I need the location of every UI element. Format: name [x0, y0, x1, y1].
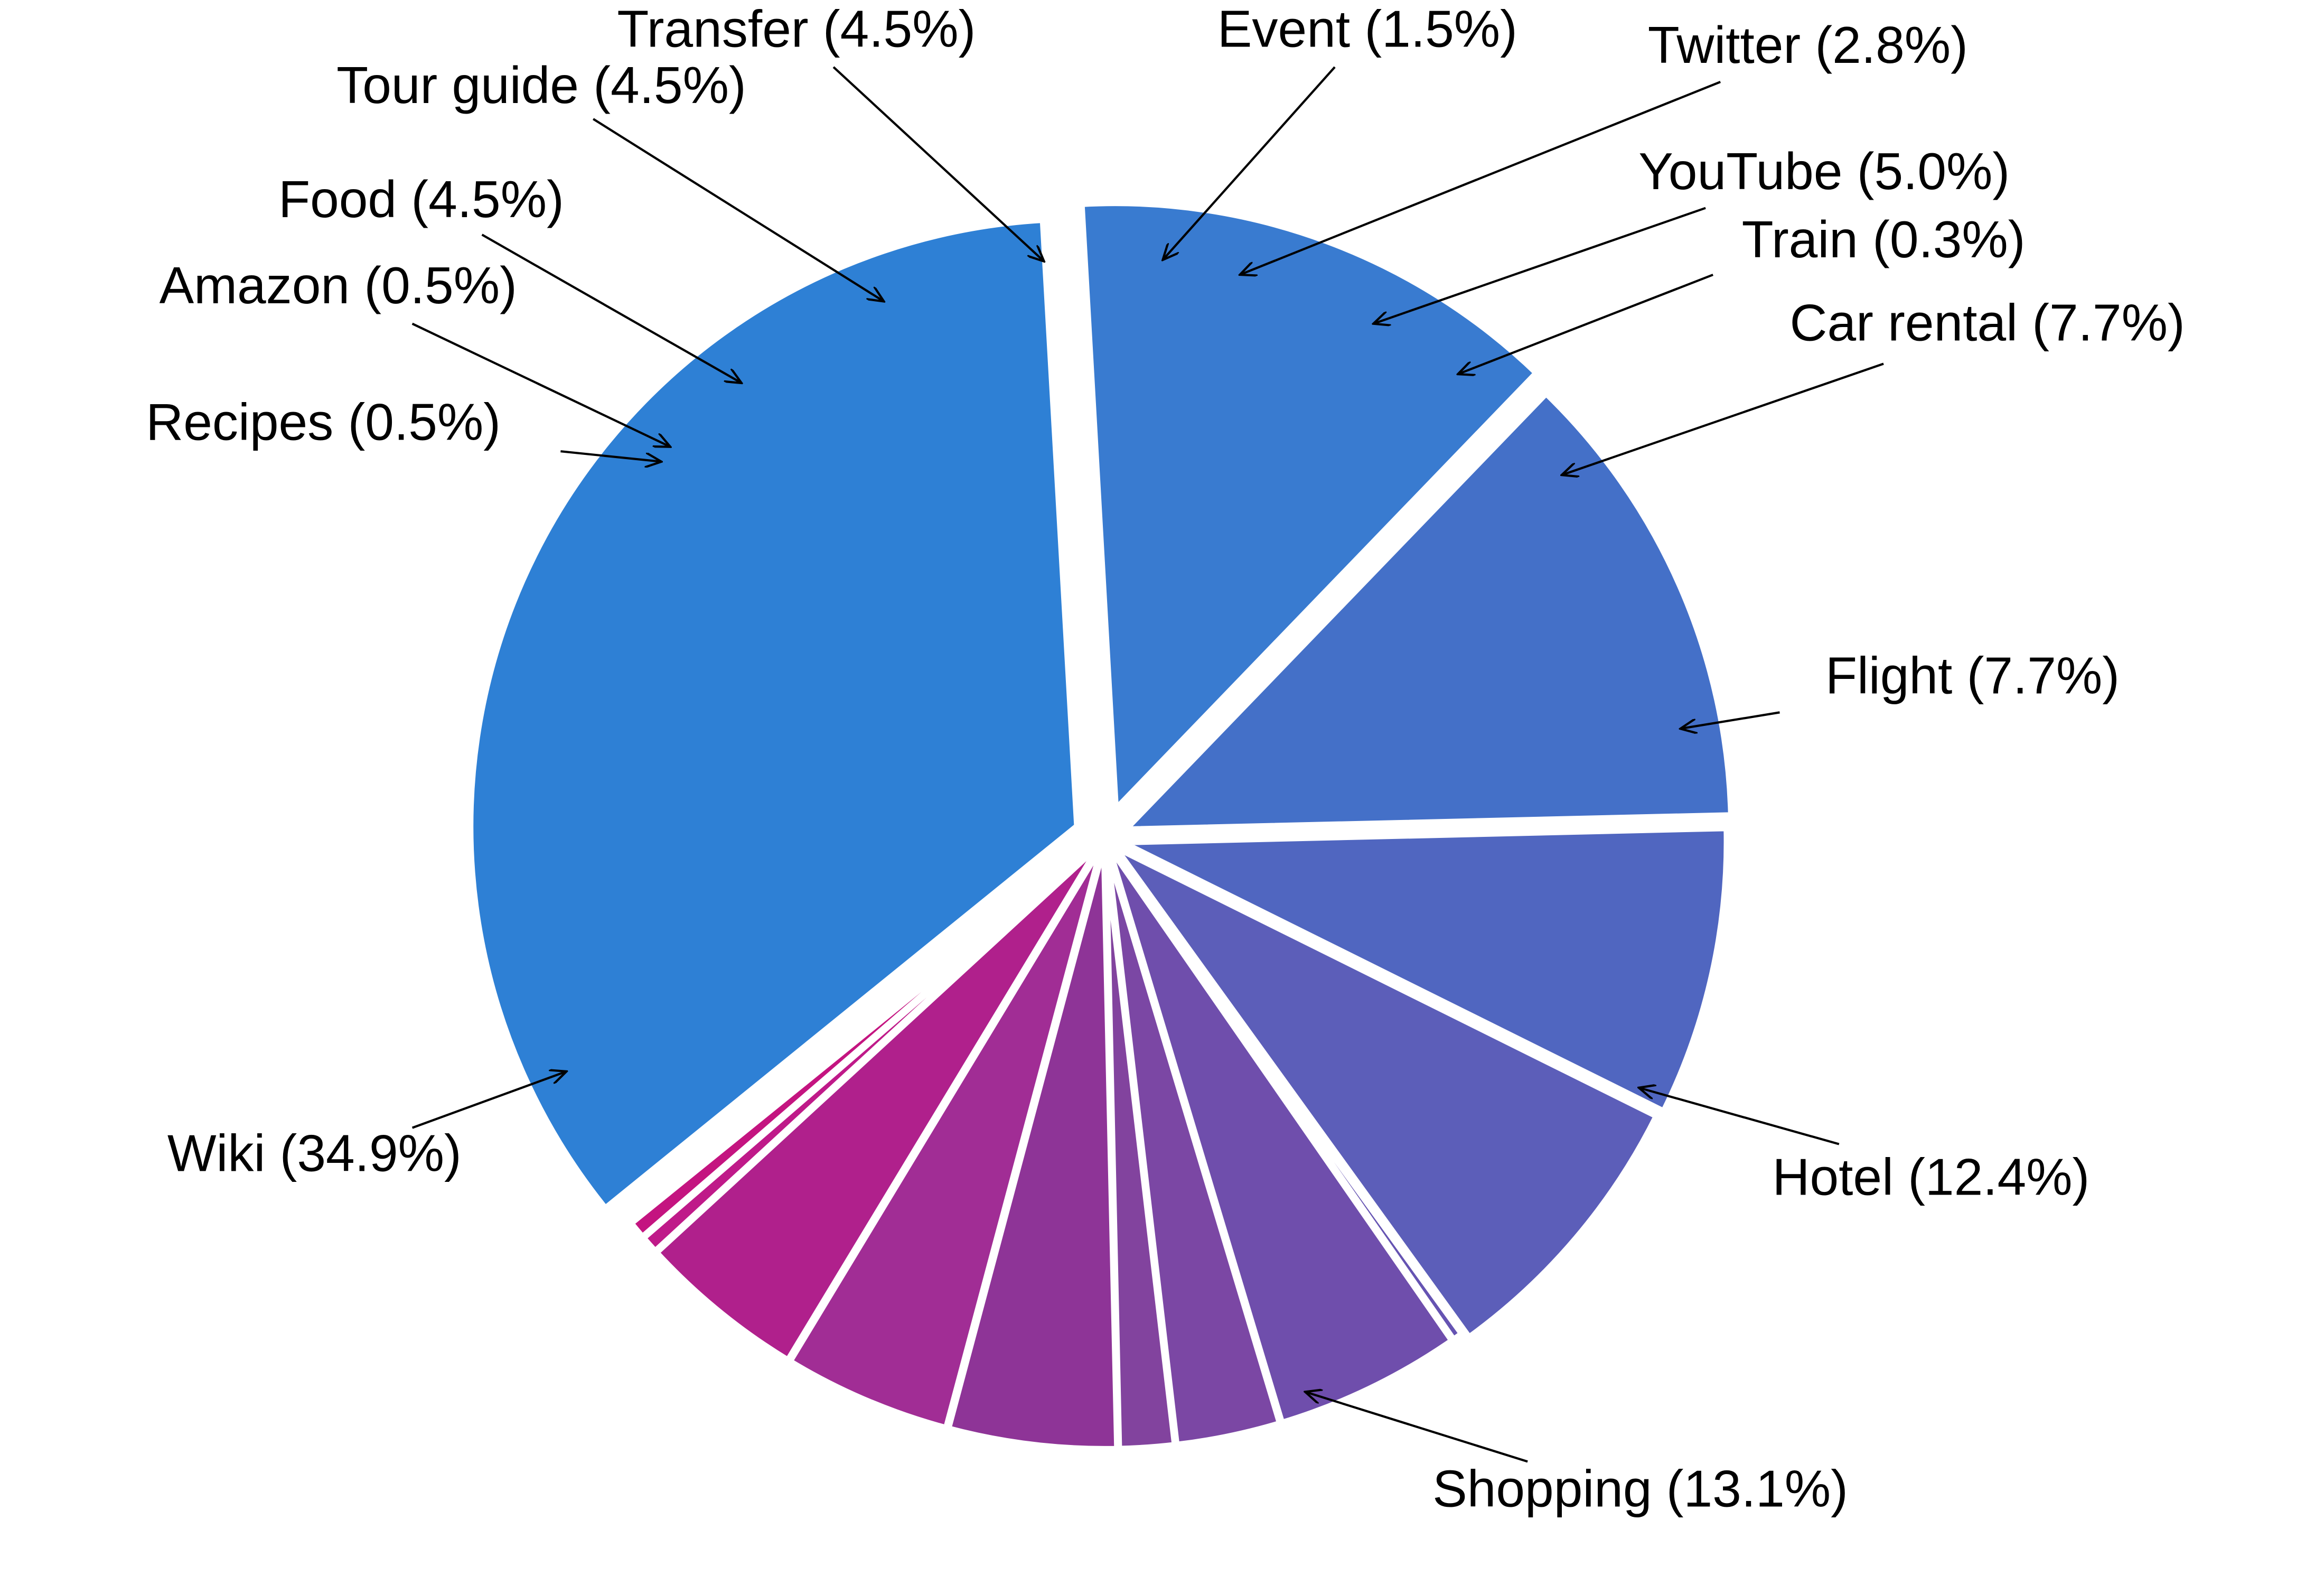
leader-line — [411, 1071, 567, 1129]
leader-line — [1680, 711, 1780, 729]
slice-label: Hotel (12.4%) — [1773, 1148, 2090, 1206]
leader-lines — [411, 66, 1884, 1463]
slice-label: Flight (7.7%) — [1825, 647, 2120, 705]
leader-line — [832, 66, 1044, 262]
slice-label: Event (1.5%) — [1217, 0, 1517, 58]
leader-line — [1305, 1392, 1528, 1463]
slice-label: Food (4.5%) — [278, 170, 564, 228]
pie-slice-hotel — [1120, 388, 1736, 834]
slice-label: Twitter (2.8%) — [1648, 16, 1968, 74]
pie-slice-youtube — [1102, 837, 1457, 1428]
leader-line — [411, 322, 671, 447]
pie-slices — [466, 199, 1736, 1453]
leader-line — [593, 118, 884, 301]
pie-slice-wiki — [466, 215, 1082, 1213]
leader-line — [481, 234, 742, 383]
leader-line — [1562, 362, 1884, 476]
slice-label: Tour guide (4.5%) — [336, 56, 746, 114]
pie-slice-tour-guide — [785, 837, 1108, 1433]
slice-label: Amazon (0.5%) — [160, 256, 517, 314]
leader-line — [1458, 274, 1713, 374]
slice-labels: Wiki (34.9%) Shopping (13.1%) Hotel (12.4%… — [146, 0, 2185, 1517]
pie-slice-food — [651, 837, 1107, 1365]
leader-line — [1240, 81, 1721, 275]
slice-label: Recipes (0.5%) — [146, 393, 501, 451]
slice-label: Car rental (7.7%) — [1790, 293, 2185, 351]
leader-line — [560, 450, 661, 462]
pie-slice-flight — [1116, 824, 1731, 1116]
leader-line — [1373, 207, 1706, 324]
leader-line — [1163, 66, 1336, 260]
slice-label: Train (0.3%) — [1742, 210, 2026, 268]
slice-label: Shopping (13.1%) — [1432, 1459, 1848, 1517]
pie-slice-transfer — [943, 837, 1122, 1453]
leader-line — [1639, 1088, 1840, 1145]
slice-label: Transfer (4.5%) — [617, 0, 976, 58]
pie-slice-recipes — [626, 836, 1107, 1242]
pie-slice-car-rental — [1109, 841, 1662, 1342]
slice-label: Wiki (34.9%) — [167, 1124, 462, 1182]
slice-label: YouTube (5.0%) — [1638, 142, 2010, 200]
